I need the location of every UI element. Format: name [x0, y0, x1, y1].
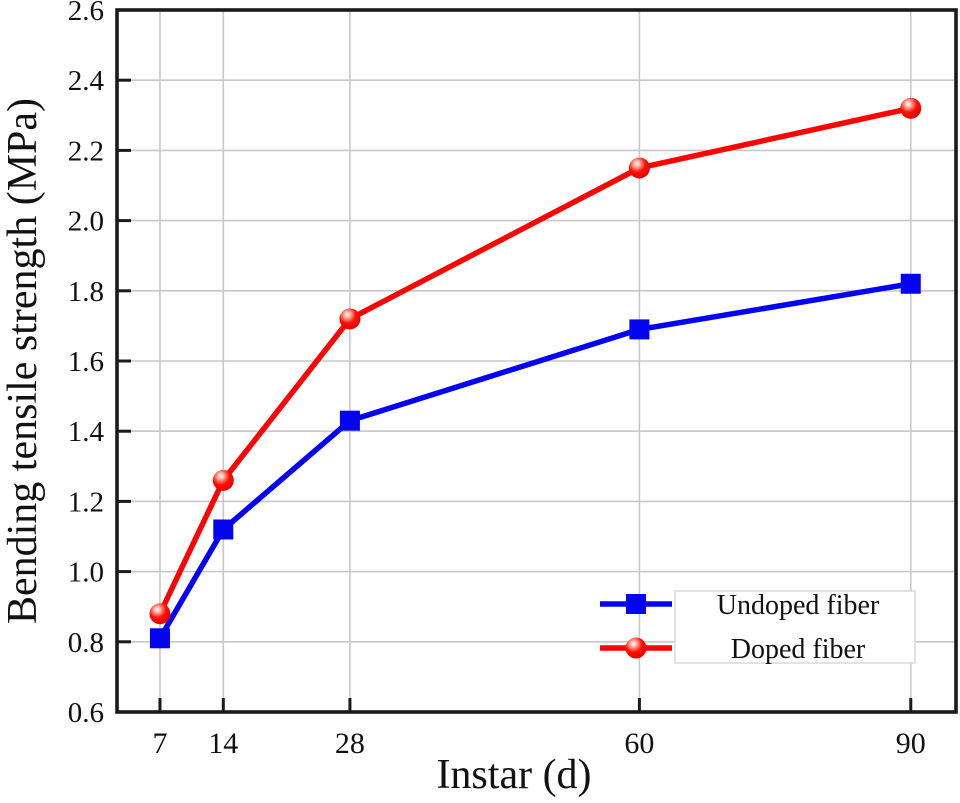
series-line-undoped-fiber: [157, 281, 914, 642]
tick-layer: 0.6 0.8 1.0 1.2 1.4 1.6 1.8 2.0 2.2 2.4 2.6 7 14 28 60…: [68, 0, 926, 760]
y-tick-label: 1.8: [68, 276, 104, 308]
x-tick-label: 90: [896, 727, 926, 760]
y-tick-label: 0.8: [68, 627, 104, 659]
marker-doped-fiber: [339, 308, 361, 330]
y-tick-label: 1.0: [68, 557, 104, 589]
y-tick-label: 2.2: [68, 135, 104, 167]
marker-undoped-fiber: [900, 273, 921, 294]
marker-doped-fiber: [900, 97, 922, 119]
y-tick-label: 1.2: [68, 486, 104, 518]
legend-swatch-marker: [626, 594, 646, 614]
marker-undoped-fiber: [339, 410, 360, 431]
legend-swatch-marker: [625, 637, 647, 659]
marker-doped-fiber: [212, 469, 234, 491]
marker-doped-fiber: [628, 157, 650, 179]
y-tick-label: 1.4: [68, 416, 105, 448]
y-tick-label: 1.6: [68, 346, 104, 378]
x-tick-label: 14: [208, 727, 238, 760]
x-axis-title: Instar (d): [436, 752, 591, 798]
y-tick-label: 2.4: [68, 65, 105, 97]
x-tick-label: 28: [335, 727, 365, 760]
marker-undoped-fiber: [149, 628, 170, 649]
marker-doped-fiber: [149, 603, 171, 625]
marker-undoped-fiber: [213, 519, 234, 540]
x-tick-label: 7: [152, 727, 167, 760]
legend-label: Doped fiber: [731, 634, 866, 665]
y-tick-label: 0.6: [68, 697, 104, 729]
x-tick-label: 60: [624, 727, 654, 760]
legend: Undoped fiber Doped fiber: [600, 590, 916, 665]
legend-label: Undoped fiber: [717, 590, 880, 621]
y-axis-title: Bending tensile strength (MPa): [0, 98, 46, 624]
y-tick-label: 2.6: [68, 0, 104, 27]
series-layer: [149, 97, 922, 649]
legend-box: [674, 590, 916, 664]
marker-undoped-fiber: [629, 319, 650, 340]
y-tick-label: 2.0: [68, 206, 104, 238]
